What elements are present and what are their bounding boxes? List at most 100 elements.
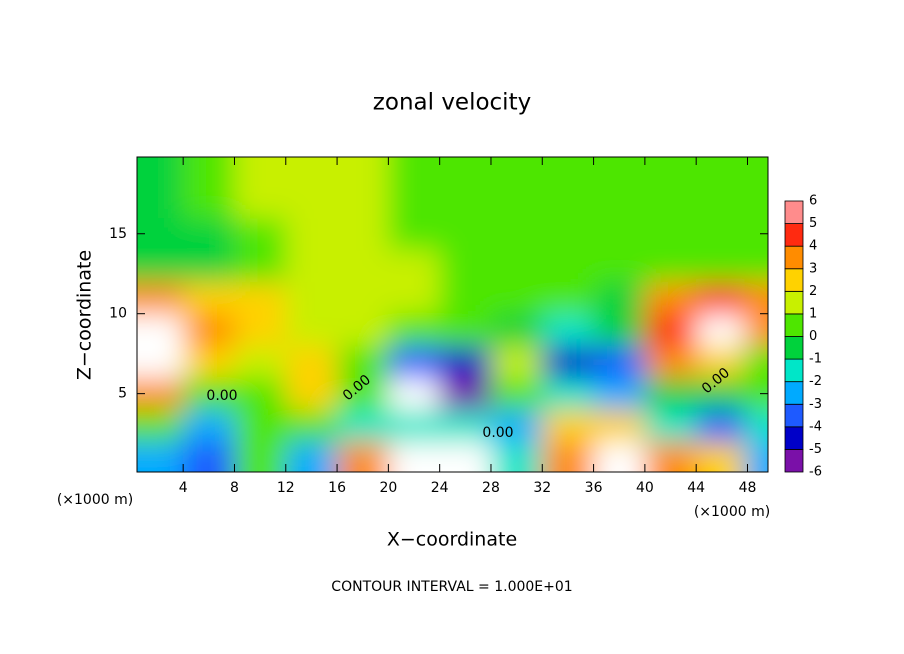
x-tick-label: 36 <box>585 480 603 496</box>
field-cell <box>644 185 697 219</box>
field-cell <box>593 441 646 472</box>
field-cell <box>337 377 389 411</box>
field-cell <box>388 441 441 472</box>
colorbar-label: -4 <box>809 419 822 434</box>
field-cell <box>234 441 287 472</box>
x-tick-label: 28 <box>482 480 500 496</box>
field-cell <box>234 345 287 379</box>
field-cell <box>439 377 492 411</box>
field-cell <box>744 313 768 347</box>
y-tick-label: 15 <box>109 226 127 242</box>
field-cell <box>183 249 235 283</box>
field-cell <box>337 157 389 187</box>
colorbar-label: 0 <box>809 329 817 344</box>
field-cell <box>490 157 543 187</box>
field-cell <box>234 249 287 283</box>
field-cell <box>285 217 338 251</box>
field-cell <box>696 313 745 347</box>
field-cell <box>137 345 184 379</box>
field-cell <box>593 249 646 283</box>
field-cell <box>337 409 389 443</box>
field-cell <box>696 441 745 472</box>
colorbar-label: 1 <box>809 306 817 321</box>
field-cell <box>337 281 389 315</box>
x-unit-label: (×1000 m) <box>57 492 133 508</box>
colorbar-swatch <box>784 200 804 224</box>
field-cell <box>285 185 338 219</box>
field-cell <box>439 345 492 379</box>
field-cell <box>593 313 646 347</box>
field-cell <box>337 345 389 379</box>
field-cell <box>137 157 184 187</box>
field-cell <box>696 185 745 219</box>
field-cell <box>183 281 235 315</box>
field-cell <box>490 217 543 251</box>
x-tick-label: 48 <box>739 480 757 496</box>
field-cell <box>439 185 492 219</box>
colorbar-swatch <box>784 449 804 473</box>
field-cell <box>593 377 646 411</box>
x-tick-label: 32 <box>533 480 551 496</box>
field-cell <box>744 157 768 187</box>
colorbar-swatch <box>784 245 804 270</box>
field-cell <box>593 157 646 187</box>
contour-label: 0.00 <box>482 425 513 441</box>
field-cell <box>137 249 184 283</box>
x-unit-label: (×1000 m) <box>694 504 770 520</box>
field-cell <box>490 345 543 379</box>
y-tick-label: 5 <box>118 386 127 402</box>
colorbar-swatch <box>784 336 804 360</box>
field-cell <box>744 217 768 251</box>
field-cell <box>439 409 492 443</box>
x-axis-title: X−coordinate <box>387 529 517 551</box>
field-cell <box>744 377 768 411</box>
chart-title: zonal velocity <box>373 90 531 116</box>
field-cell <box>744 281 768 315</box>
colorbar-label: 4 <box>809 239 817 254</box>
field-cell <box>744 441 768 472</box>
field-cell <box>137 313 184 347</box>
field-cell <box>285 377 338 411</box>
field-cell <box>593 185 646 219</box>
field-cell <box>744 345 768 379</box>
colorbar-label: 2 <box>809 284 817 299</box>
field-cell <box>439 157 492 187</box>
field-cell <box>696 281 745 315</box>
field-cell <box>542 157 595 187</box>
field-cell <box>183 313 235 347</box>
field-cell <box>183 377 235 411</box>
field-cell <box>183 441 235 472</box>
plot-area <box>137 157 768 472</box>
field-cell <box>285 409 338 443</box>
field-cell <box>234 185 287 219</box>
colorbar-swatch <box>784 268 804 292</box>
field-cell <box>696 409 745 443</box>
colorbar-label: -2 <box>809 374 822 389</box>
field-cell <box>439 249 492 283</box>
field-cell <box>744 185 768 219</box>
field-cell <box>490 185 543 219</box>
y-axis-title: Z−coordinate <box>74 250 96 380</box>
field-cell <box>234 313 287 347</box>
colorbar-label: -1 <box>809 352 822 367</box>
field-cell <box>644 157 697 187</box>
field-cell <box>593 217 646 251</box>
colorbar-label: -6 <box>809 465 822 480</box>
field-cell <box>137 281 184 315</box>
field-cell <box>490 313 543 347</box>
x-tick-label: 4 <box>179 480 188 496</box>
field-cell <box>439 217 492 251</box>
field-cell <box>644 345 697 379</box>
x-tick-label: 12 <box>277 480 295 496</box>
plot-frame <box>136 156 769 473</box>
field-cell <box>285 313 338 347</box>
field-cell <box>542 281 595 315</box>
field-cell <box>696 249 745 283</box>
colorbar-label: -5 <box>809 442 822 457</box>
x-tick-label: 40 <box>636 480 654 496</box>
field-cell <box>744 249 768 283</box>
colorbar-swatch <box>784 290 804 315</box>
field-cell <box>285 281 338 315</box>
field-cell <box>337 441 389 472</box>
